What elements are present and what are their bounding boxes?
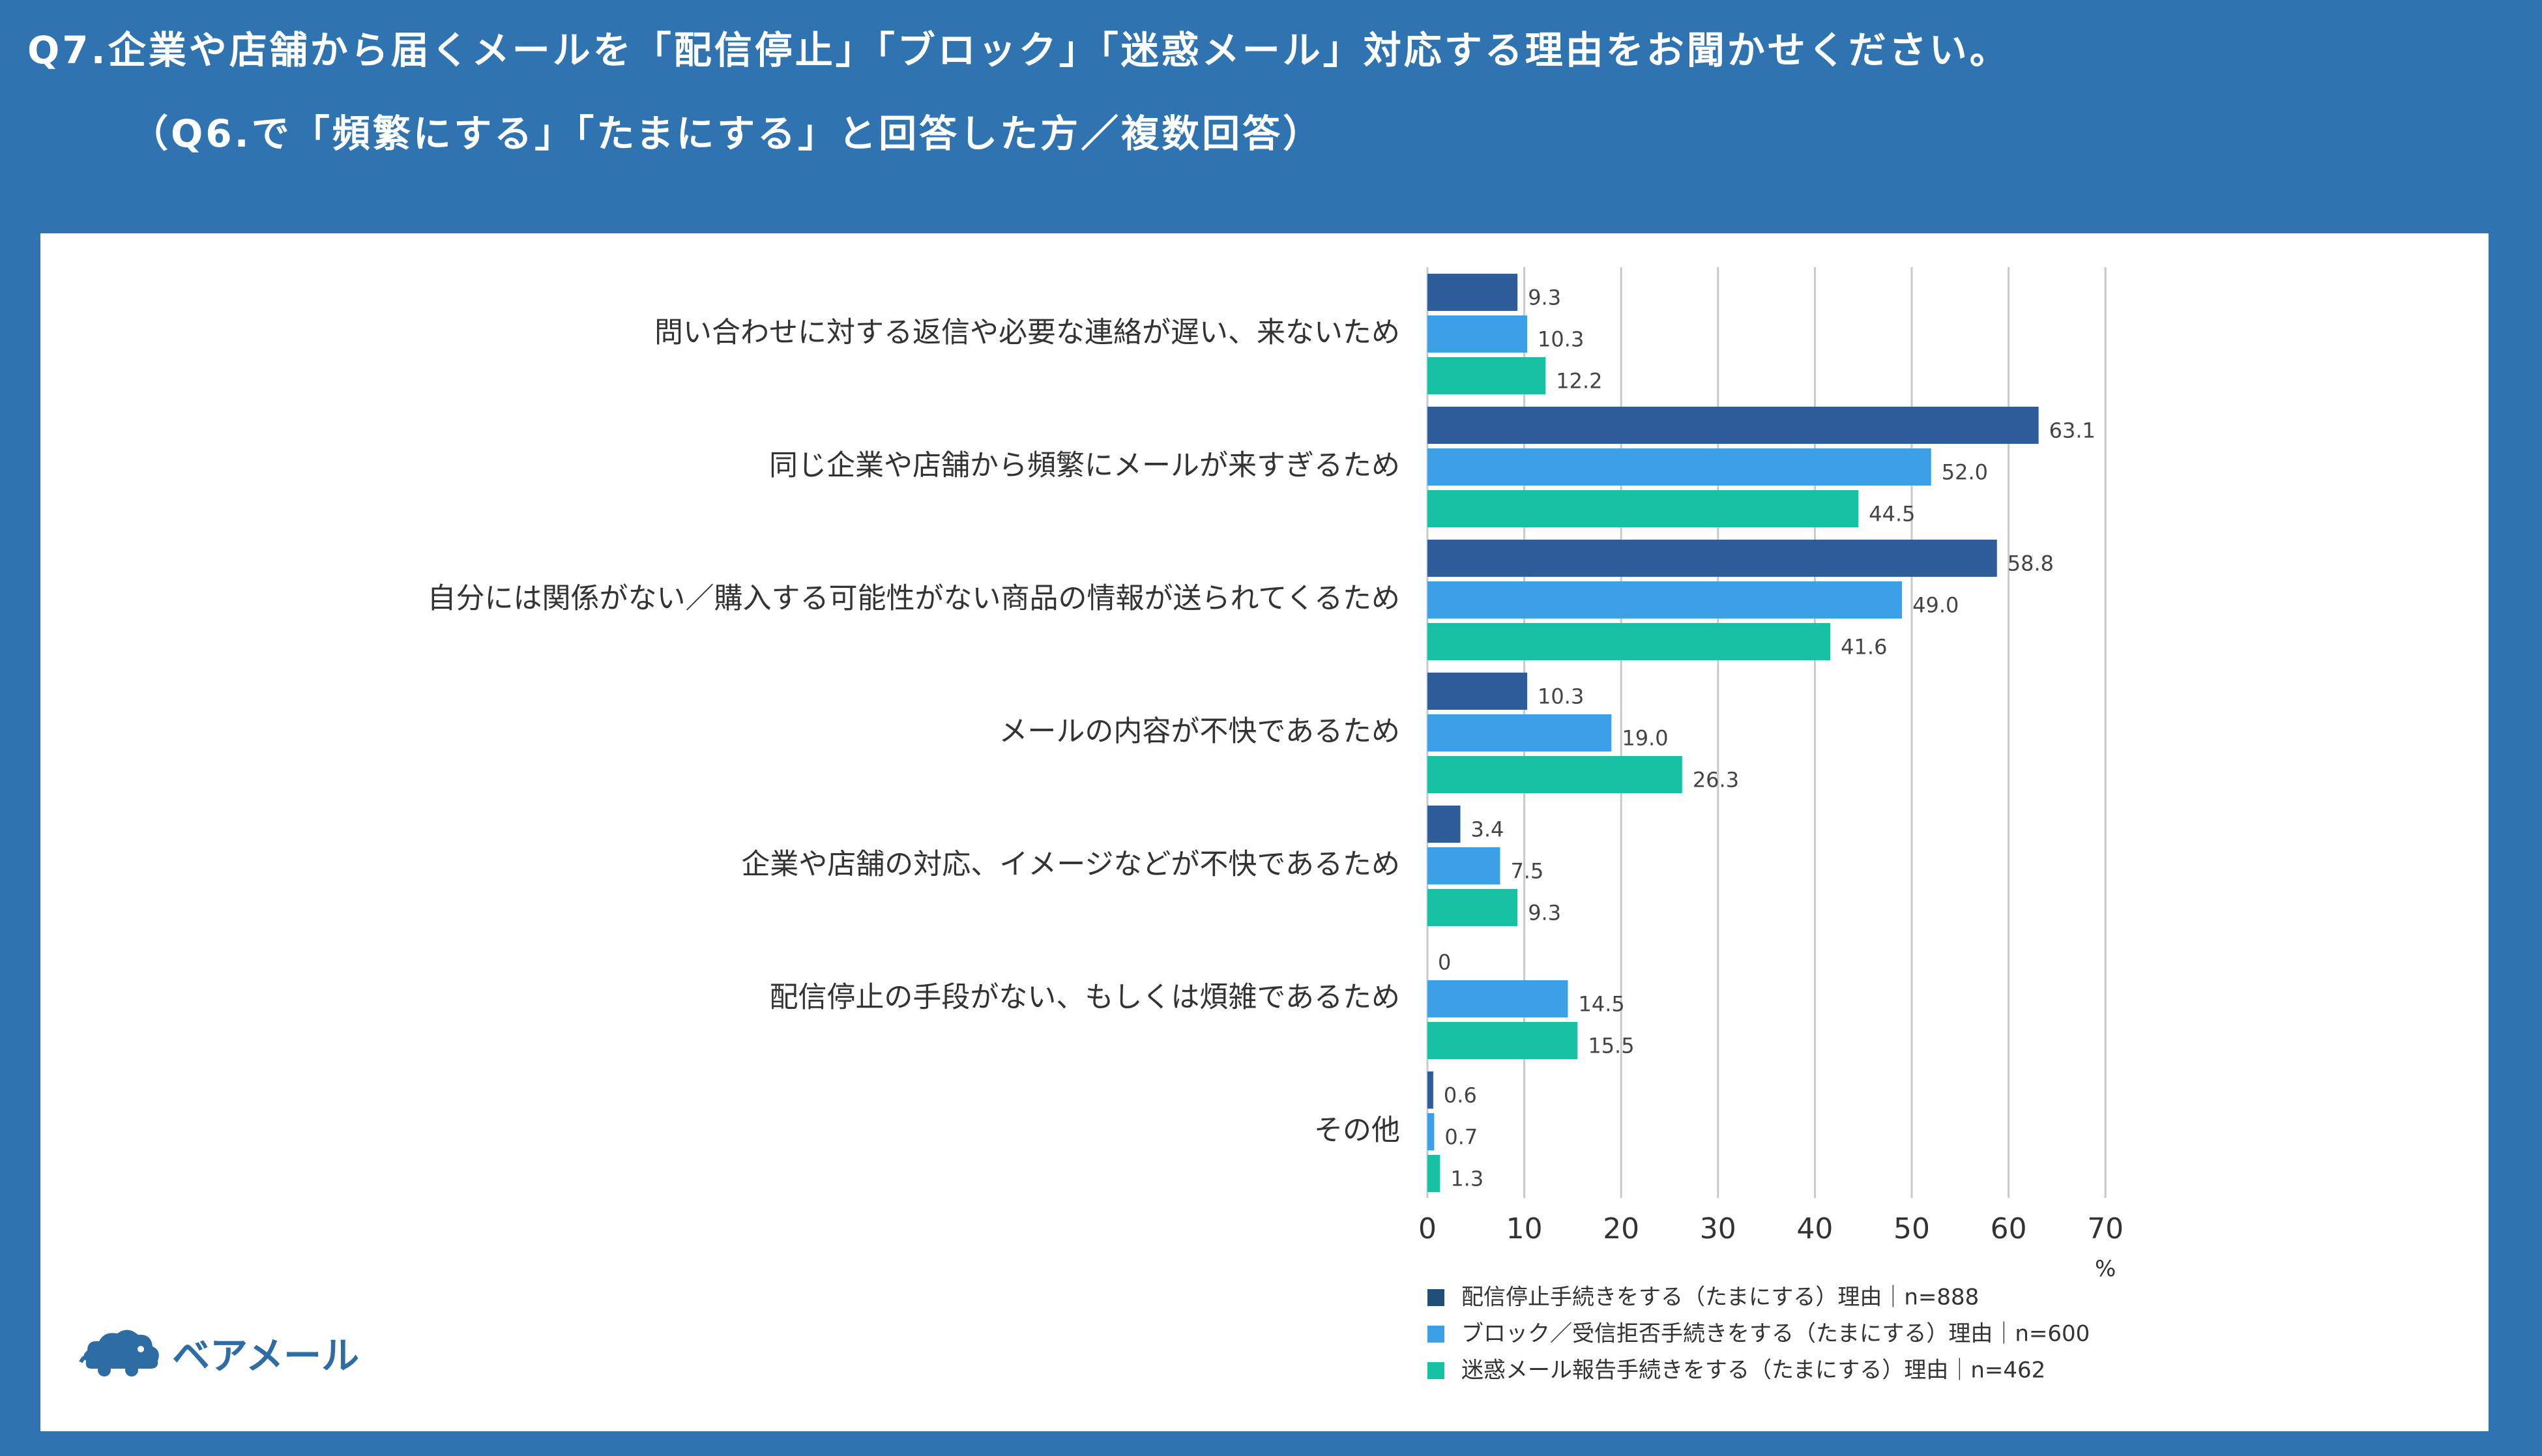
bar — [1427, 756, 1682, 793]
bar — [1427, 1113, 1435, 1150]
x-tick-label: 60 — [1991, 1212, 2027, 1245]
data-label: 52.0 — [1942, 460, 1988, 485]
brand-logo: ベアメール — [78, 1323, 359, 1382]
category-label: その他 — [1314, 1114, 1400, 1147]
x-tick-label: 0 — [1418, 1212, 1437, 1245]
bar — [1427, 847, 1500, 884]
legend-swatch — [1427, 1289, 1444, 1306]
data-label: 9.3 — [1528, 901, 1561, 925]
data-label: 9.3 — [1528, 285, 1561, 310]
data-label: 41.6 — [1841, 635, 1887, 660]
legend-label: 迷惑メール報告手続きをする（たまにする）理由｜n=462 — [1461, 1358, 2045, 1384]
brand-name: ベアメール — [172, 1333, 360, 1378]
legend-swatch — [1427, 1326, 1444, 1343]
category-label: 自分には関係がない／購入する可能性がない商品の情報が送られてくるため — [428, 582, 1400, 615]
bar — [1427, 490, 1859, 527]
data-label: 12.2 — [1556, 369, 1602, 394]
bar — [1427, 980, 1568, 1017]
question-title: Q7.企業や店舗から届くメールを「配信停止」「ブロック」「迷惑メール」対応する理… — [27, 28, 2010, 72]
data-label: 7.5 — [1510, 859, 1543, 884]
bar — [1427, 673, 1528, 710]
data-label: 10.3 — [1538, 327, 1584, 352]
bar — [1427, 1155, 1440, 1192]
bar-chart: 問い合わせに対する返信や必要な連絡が遅い、来ないため 9.3 10.3 12.2 同じ企… — [428, 267, 2124, 1384]
legend-label: 配信停止手続きをする（たまにする）理由｜n=888 — [1461, 1285, 1979, 1311]
data-label: 15.5 — [1588, 1034, 1634, 1058]
category-label: 企業や店舗の対応、イメージなどが不快であるため — [741, 848, 1400, 881]
bar — [1427, 714, 1612, 751]
category-label: 配信停止の手段がない、もしくは煩雑であるため — [769, 981, 1400, 1014]
bar — [1427, 357, 1546, 394]
data-label: 26.3 — [1693, 768, 1739, 793]
x-tick-label: 40 — [1796, 1212, 1833, 1245]
data-label: 44.5 — [1869, 502, 1915, 527]
data-label: 3.4 — [1471, 817, 1504, 842]
bear-cloud-icon — [79, 1330, 159, 1376]
legend-swatch — [1427, 1362, 1444, 1379]
data-label: 49.0 — [1912, 593, 1959, 618]
data-label: 0.7 — [1444, 1125, 1478, 1150]
data-label: 14.5 — [1578, 992, 1624, 1017]
category-label: 問い合わせに対する返信や必要な連絡が遅い、来ないため — [654, 316, 1400, 349]
bar — [1427, 806, 1461, 843]
bar — [1427, 540, 1997, 577]
bar — [1427, 623, 1831, 660]
x-tick-label: 20 — [1603, 1212, 1639, 1245]
data-label: 19.0 — [1622, 726, 1668, 751]
data-label: 1.3 — [1450, 1167, 1483, 1191]
bar — [1427, 889, 1518, 926]
bar — [1427, 1071, 1433, 1109]
bar — [1427, 448, 1931, 486]
bar — [1427, 581, 1903, 619]
question-subtitle: （Q6.で「頻繁にする」「たまにする」と回答した方／複数回答） — [130, 111, 1324, 156]
x-tick-label: 10 — [1506, 1212, 1543, 1245]
category-label: 同じ企業や店舗から頻繁にメールが来すぎるため — [769, 449, 1400, 482]
data-label: 10.3 — [1538, 684, 1584, 709]
bar — [1427, 274, 1518, 311]
bar — [1427, 315, 1528, 353]
chart-panel: 問い合わせに対する返信や必要な連絡が遅い、来ないため 9.3 10.3 12.2 同じ企… — [40, 233, 2489, 1431]
bar — [1427, 407, 2039, 444]
x-tick-label: 70 — [2087, 1212, 2124, 1245]
data-label: 0 — [1438, 950, 1451, 975]
x-tick-label: 30 — [1700, 1212, 1736, 1245]
category-label: メールの内容が不快であるため — [999, 715, 1400, 748]
data-label: 0.6 — [1444, 1083, 1477, 1108]
bar — [1427, 1022, 1578, 1059]
x-tick-label: 50 — [1893, 1212, 1930, 1245]
header: Q7.企業や店舗から届くメールを「配信停止」「ブロック」「迷惑メール」対応する理… — [0, 0, 2542, 231]
x-unit-label: % — [2095, 1256, 2116, 1282]
data-label: 63.1 — [2049, 418, 2096, 443]
legend-label: ブロック／受信拒否手続きをする（たまにする）理由｜n=600 — [1461, 1321, 2090, 1347]
data-label: 58.8 — [2008, 551, 2054, 576]
